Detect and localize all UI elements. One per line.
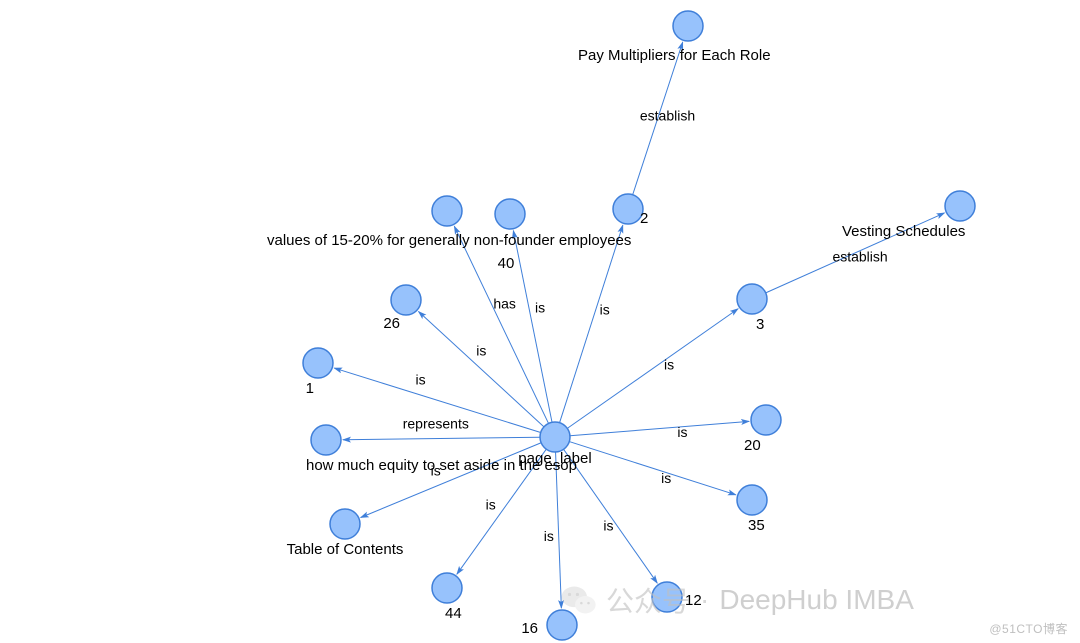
graph-edge[interactable] <box>567 309 738 429</box>
edge-label: is <box>486 497 496 513</box>
edge-label: is <box>661 470 671 486</box>
graph-node[interactable] <box>547 610 577 640</box>
graph-node[interactable] <box>673 11 703 41</box>
node-label: Table of Contents <box>287 541 404 558</box>
node-label: 3 <box>756 316 764 333</box>
graph-edge[interactable] <box>343 437 540 440</box>
graph-node[interactable] <box>303 348 333 378</box>
graph-node[interactable] <box>432 573 462 603</box>
node-label: Pay Multipliers for Each Role <box>578 47 771 64</box>
edge-label: is <box>603 518 613 534</box>
watermark-corner: @51CTO博客 <box>989 620 1068 637</box>
graph-node[interactable] <box>613 194 643 224</box>
node-label: 35 <box>748 517 765 534</box>
edge-label: is <box>535 299 545 315</box>
graph-edge[interactable] <box>560 225 623 423</box>
edge-label: is <box>677 424 687 440</box>
edge-label: is <box>476 343 486 359</box>
node-label: 40 <box>498 255 515 272</box>
node-label: how much equity to set aside in the esop <box>306 457 577 474</box>
graph-node[interactable] <box>751 405 781 435</box>
nodes-layer <box>303 11 975 640</box>
graph-node[interactable] <box>540 422 570 452</box>
graph-node[interactable] <box>737 485 767 515</box>
labels-layer: isisisisisisisisisisisrepresentshasestab… <box>267 47 965 637</box>
edge-label: is <box>415 372 425 388</box>
node-label: 44 <box>445 605 462 622</box>
graph-node[interactable] <box>652 582 682 612</box>
edge-label: is <box>600 302 610 318</box>
node-label: Vesting Schedules <box>842 223 965 240</box>
node-label: 26 <box>383 315 400 332</box>
graph-node[interactable] <box>330 509 360 539</box>
node-label: 1 <box>306 380 314 397</box>
graph-edge[interactable] <box>556 452 562 608</box>
edge-label: establish <box>640 108 695 124</box>
edge-label: is <box>544 528 554 544</box>
edge-label: represents <box>403 416 469 432</box>
graph-node[interactable] <box>391 285 421 315</box>
graph-edge[interactable] <box>419 312 544 427</box>
graph-node[interactable] <box>311 425 341 455</box>
edge-label: establish <box>832 249 887 265</box>
knowledge-graph[interactable]: isisisisisisisisisisisrepresentshasestab… <box>0 0 1080 643</box>
node-label: 16 <box>521 620 538 637</box>
node-label: 20 <box>744 437 761 454</box>
node-label: 12 <box>685 592 702 609</box>
graph-edge[interactable] <box>569 442 736 495</box>
graph-node[interactable] <box>945 191 975 221</box>
node-label: values of 15-20% for generally non-found… <box>267 232 631 249</box>
edges-layer <box>334 42 944 608</box>
graph-edge[interactable] <box>564 449 658 583</box>
node-label: 2 <box>640 210 648 227</box>
graph-node[interactable] <box>432 196 462 226</box>
graph-edge[interactable] <box>513 231 552 423</box>
edge-label: has <box>493 295 516 311</box>
graph-edge[interactable] <box>361 443 541 518</box>
edge-label: is <box>664 356 674 372</box>
graph-node[interactable] <box>737 284 767 314</box>
graph-edge[interactable] <box>570 421 749 435</box>
graph-node[interactable] <box>495 199 525 229</box>
